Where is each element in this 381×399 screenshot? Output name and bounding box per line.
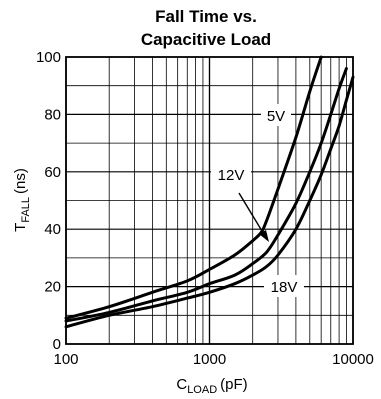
chart-title: Fall Time vs. [155,7,257,26]
x-label-sub: LOAD [187,384,217,396]
series-line-12v [64,67,348,323]
y-tick-label: 20 [44,279,61,296]
y-tick-label: 80 [44,106,61,123]
label-5v-bg [261,104,291,126]
curves [64,55,355,329]
arrow-12v-head [259,230,269,242]
y-tick-label: 60 [44,164,61,181]
y-tick-label: 100 [36,49,61,66]
x-label-main: C [176,376,187,393]
x-axis-label: CLOAD (pF) [176,376,247,396]
series-label-18v: 18V [271,279,298,296]
x-tick-label: 100 [53,351,78,368]
y-tick-label: 40 [44,221,61,238]
arrow-12v-shaft [238,192,266,237]
y-label-unit: (ns) [12,168,29,194]
series-line-5v [64,55,323,320]
plot-frame [65,56,354,345]
series-line-18v [64,75,355,329]
x-label-unit: (pF) [220,376,248,393]
y-axis-label: TFALL (ns) [12,168,32,232]
label-18v-bg [264,275,304,297]
ticks: 100 1000 10000 0 20 40 60 80 100 [36,49,374,368]
series-label-12v: 12V [218,167,245,184]
x-tick-label: 1000 [193,351,226,368]
series-label-5v: 5V [267,108,285,125]
label-12v-bg [211,163,251,185]
y-label-sub: FALL [20,197,32,223]
x-tick-label: 10000 [332,351,374,368]
chart-subtitle: Capacitive Load [141,30,271,49]
y-label-main: T [12,223,29,232]
y-tick-label: 0 [53,336,61,353]
